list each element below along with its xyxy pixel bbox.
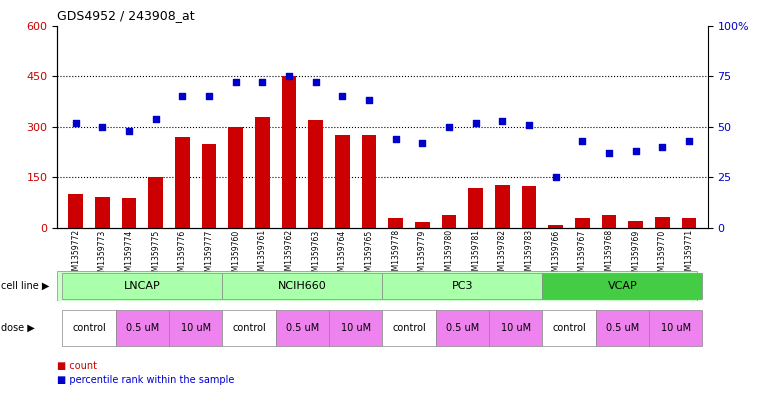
Text: VCAP: VCAP	[607, 281, 637, 291]
Text: 0.5 uM: 0.5 uM	[446, 323, 479, 333]
Text: 0.5 uM: 0.5 uM	[606, 323, 639, 333]
Bar	[441, 215, 457, 228]
Point	[683, 138, 695, 144]
Point	[123, 128, 135, 134]
Text: 10 uM: 10 uM	[661, 323, 691, 333]
Bar	[175, 137, 189, 228]
Bar	[629, 220, 643, 228]
Bar	[361, 135, 377, 228]
Bar	[68, 194, 83, 228]
Text: 10 uM: 10 uM	[341, 323, 371, 333]
Text: control: control	[392, 323, 426, 333]
Bar	[382, 273, 543, 299]
Text: control: control	[232, 323, 266, 333]
Bar	[335, 135, 350, 228]
Point	[150, 116, 162, 122]
Text: control: control	[552, 323, 586, 333]
Bar	[169, 310, 222, 346]
Text: cell line ▶: cell line ▶	[1, 281, 49, 291]
Text: NCIH660: NCIH660	[278, 281, 326, 291]
Point	[230, 79, 242, 85]
Bar	[308, 120, 323, 228]
Text: 0.5 uM: 0.5 uM	[126, 323, 159, 333]
Bar	[95, 197, 110, 228]
Text: 10 uM: 10 uM	[501, 323, 530, 333]
Point	[416, 140, 428, 146]
Bar	[282, 76, 296, 228]
Point	[177, 93, 189, 99]
Point	[390, 136, 402, 142]
Point	[97, 123, 109, 130]
Point	[363, 97, 375, 104]
Text: 0.5 uM: 0.5 uM	[286, 323, 319, 333]
Bar	[62, 310, 116, 346]
Text: dose ▶: dose ▶	[1, 323, 34, 333]
Bar	[649, 310, 702, 346]
Bar	[62, 273, 222, 299]
Bar	[602, 215, 616, 228]
Bar	[222, 273, 382, 299]
Point	[283, 73, 295, 79]
Bar	[522, 186, 537, 228]
Text: ■ percentile rank within the sample: ■ percentile rank within the sample	[57, 375, 234, 385]
Point	[310, 79, 322, 85]
Bar	[255, 117, 269, 228]
Bar	[116, 310, 169, 346]
Point	[470, 119, 482, 126]
Bar	[329, 310, 382, 346]
Bar	[549, 225, 563, 228]
Point	[336, 93, 349, 99]
Text: ■ count: ■ count	[57, 362, 97, 371]
Point	[203, 93, 215, 99]
Bar	[596, 310, 649, 346]
Bar	[228, 127, 243, 228]
Point	[523, 121, 535, 128]
Bar	[489, 310, 543, 346]
Bar	[655, 217, 670, 228]
Point	[576, 138, 588, 144]
Bar	[382, 310, 436, 346]
Bar	[222, 310, 275, 346]
Point	[256, 79, 269, 85]
Bar	[122, 198, 136, 228]
Point	[603, 150, 615, 156]
Bar	[436, 310, 489, 346]
Point	[549, 174, 562, 180]
Bar	[148, 177, 163, 228]
Point	[443, 123, 455, 130]
Bar	[543, 310, 596, 346]
Text: control: control	[72, 323, 106, 333]
Point	[629, 148, 642, 154]
Text: LNCAP: LNCAP	[124, 281, 161, 291]
Text: GDS4952 / 243908_at: GDS4952 / 243908_at	[57, 9, 195, 22]
Bar	[575, 219, 590, 228]
Text: PC3: PC3	[451, 281, 473, 291]
Point	[70, 119, 82, 126]
Bar	[495, 185, 510, 228]
Bar	[202, 144, 216, 228]
Bar	[275, 310, 329, 346]
Text: 10 uM: 10 uM	[180, 323, 211, 333]
Bar	[682, 219, 696, 228]
Point	[656, 144, 668, 150]
Bar	[469, 188, 483, 228]
Bar	[388, 219, 403, 228]
Bar	[415, 222, 430, 228]
Point	[496, 118, 508, 124]
Bar	[543, 273, 702, 299]
